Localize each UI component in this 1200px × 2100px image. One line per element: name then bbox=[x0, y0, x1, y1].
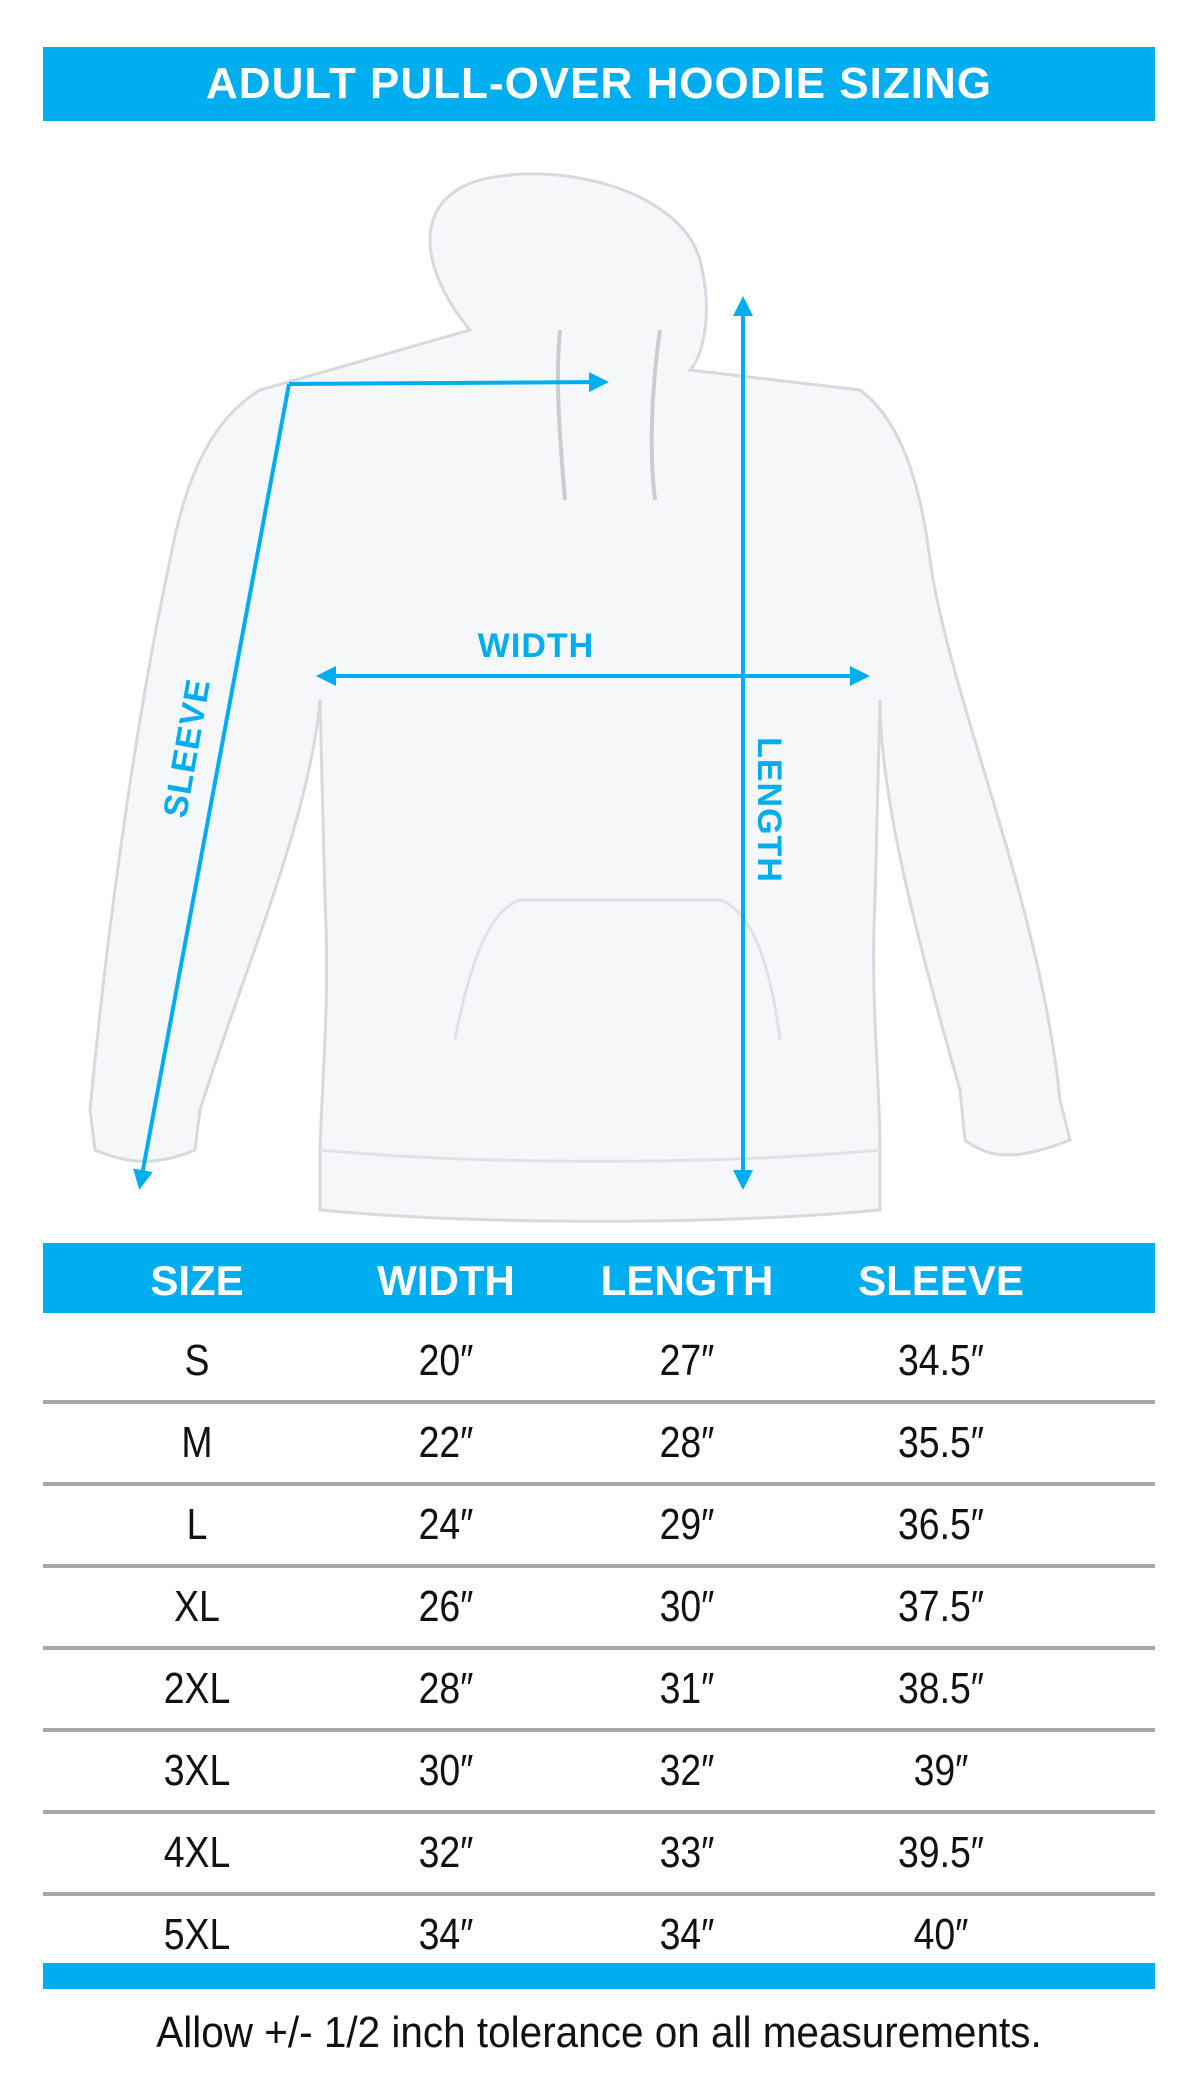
cell-width: 20″ bbox=[418, 1336, 474, 1385]
row-divider bbox=[43, 1810, 1155, 1814]
row-divider bbox=[43, 1728, 1155, 1732]
tolerance-note: Allow +/- 1/2 inch tolerance on all meas… bbox=[156, 2008, 1042, 2057]
cell-width: 30″ bbox=[418, 1746, 474, 1795]
cell-size: L bbox=[186, 1500, 208, 1549]
cell-sleeve: 36.5″ bbox=[897, 1500, 985, 1549]
table-row: 3XL 30″ 32″ 39″ bbox=[43, 1730, 1155, 1812]
row-divider bbox=[43, 1892, 1155, 1896]
table-row: XL 26″ 30″ 37.5″ bbox=[43, 1566, 1155, 1648]
cell-sleeve: 37.5″ bbox=[897, 1582, 985, 1631]
hoodie-diagram: WIDTH LENGTH SLEEVE bbox=[88, 172, 1072, 1223]
cell-width: 32″ bbox=[418, 1828, 474, 1877]
table-row: L 24″ 29″ 36.5″ bbox=[43, 1484, 1155, 1566]
table-row: 4XL 32″ 33″ 39.5″ bbox=[43, 1812, 1155, 1894]
cell-width: 22″ bbox=[418, 1418, 474, 1467]
cell-size: M bbox=[181, 1418, 213, 1467]
header-size: SIZE bbox=[150, 1257, 244, 1304]
sleeve-arrow bbox=[133, 383, 291, 1190]
cell-size: 3XL bbox=[163, 1746, 231, 1795]
width-label: WIDTH bbox=[478, 627, 594, 665]
row-divider bbox=[43, 1400, 1155, 1404]
cell-width: 28″ bbox=[418, 1664, 474, 1713]
cell-size: 4XL bbox=[163, 1828, 231, 1877]
title-banner: ADULT PULL-OVER HOODIE SIZING bbox=[43, 47, 1155, 121]
cell-sleeve: 38.5″ bbox=[897, 1664, 985, 1713]
cell-length: 27″ bbox=[659, 1336, 715, 1385]
table-header: SIZE WIDTH LENGTH SLEEVE bbox=[43, 1243, 1155, 1313]
cell-size: XL bbox=[174, 1582, 220, 1631]
cell-length: 34″ bbox=[659, 1910, 715, 1959]
row-divider bbox=[43, 1482, 1155, 1486]
cell-sleeve: 40″ bbox=[913, 1910, 969, 1959]
cell-length: 28″ bbox=[659, 1418, 715, 1467]
cell-size: 2XL bbox=[163, 1664, 231, 1713]
cell-width: 26″ bbox=[418, 1582, 474, 1631]
shoulder-arrow bbox=[288, 372, 609, 393]
table-row: 5XL 34″ 34″ 40″ bbox=[43, 1894, 1155, 1976]
cell-length: 32″ bbox=[659, 1746, 715, 1795]
cell-sleeve: 39.5″ bbox=[897, 1828, 985, 1877]
cell-length: 29″ bbox=[659, 1500, 715, 1549]
table-row: S 20″ 27″ 34.5″ bbox=[43, 1320, 1155, 1402]
cell-width: 34″ bbox=[418, 1910, 474, 1959]
row-divider bbox=[43, 1646, 1155, 1650]
cell-sleeve: 34.5″ bbox=[897, 1336, 985, 1385]
cell-length: 33″ bbox=[659, 1828, 715, 1877]
length-label: LENGTH bbox=[750, 737, 788, 883]
cell-size: S bbox=[184, 1336, 210, 1385]
cell-length: 30″ bbox=[659, 1582, 715, 1631]
header-width: WIDTH bbox=[377, 1257, 515, 1304]
cell-size: 5XL bbox=[163, 1910, 231, 1959]
header-length: LENGTH bbox=[600, 1257, 774, 1304]
table-bottom-bar bbox=[43, 1963, 1155, 1989]
table-row: 2XL 28″ 31″ 38.5″ bbox=[43, 1648, 1155, 1730]
cell-length: 31″ bbox=[659, 1664, 715, 1713]
cell-sleeve: 35.5″ bbox=[897, 1418, 985, 1467]
hoodie-image bbox=[88, 172, 1072, 1223]
table-row: M 22″ 28″ 35.5″ bbox=[43, 1402, 1155, 1484]
header-sleeve: SLEEVE bbox=[858, 1257, 1024, 1304]
page-title: ADULT PULL-OVER HOODIE SIZING bbox=[206, 59, 992, 108]
cell-sleeve: 39″ bbox=[913, 1746, 969, 1795]
row-divider bbox=[43, 1564, 1155, 1568]
cell-width: 24″ bbox=[418, 1500, 474, 1549]
